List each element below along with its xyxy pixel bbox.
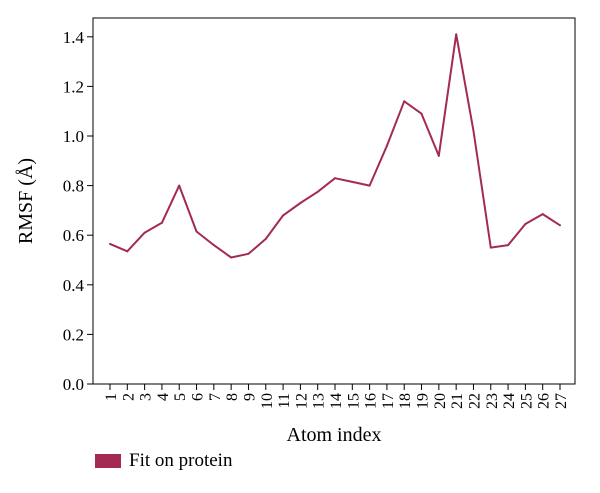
data-point — [334, 177, 336, 180]
y-tick-label: 0.6 — [63, 226, 84, 245]
x-axis: 1 2 3 4 5 6 7 8 9 10 11 12 13 14 15 16 17 18 19 20 21 22 23 24 2… — [103, 384, 570, 409]
x-tick-label: 26 — [536, 393, 553, 409]
data-point — [109, 242, 111, 245]
data-point — [247, 252, 250, 255]
data-point — [541, 213, 544, 216]
x-tick-label: 21 — [449, 393, 466, 409]
x-tick-label: 8 — [224, 393, 241, 401]
x-tick-label: 22 — [466, 393, 483, 409]
x-tick-label: 23 — [484, 393, 501, 409]
x-tick-label: 5 — [172, 393, 189, 401]
data-point — [403, 100, 406, 103]
x-tick-label: 11 — [276, 393, 293, 408]
data-point — [282, 214, 285, 217]
data-point — [299, 201, 302, 204]
x-axis-label: Atom index — [287, 424, 382, 446]
x-tick-label: 24 — [501, 393, 518, 409]
legend-swatch — [95, 454, 121, 468]
y-tick-label: 1.0 — [63, 127, 84, 146]
y-tick-label: 0.2 — [63, 325, 84, 344]
x-tick-label: 10 — [259, 393, 276, 409]
x-tick-label: 2 — [120, 393, 137, 401]
data-point — [385, 144, 388, 147]
data-point — [524, 223, 527, 226]
series-line — [109, 33, 561, 259]
x-tick-label: 9 — [241, 393, 258, 401]
y-axis: 0.0 0.2 0.4 0.6 0.8 1.0 1.2 1.4 — [63, 28, 93, 394]
data-point — [212, 244, 215, 247]
series-layer — [109, 33, 561, 259]
x-tick-label: 17 — [380, 393, 397, 409]
data-point — [264, 237, 267, 240]
data-point — [160, 221, 163, 224]
x-tick-label: 16 — [363, 393, 380, 409]
data-point — [368, 184, 371, 187]
data-point — [420, 112, 423, 115]
x-tick-label: 13 — [311, 393, 328, 409]
y-tick-label: 0.0 — [63, 375, 84, 394]
y-tick-label: 1.2 — [63, 77, 84, 96]
data-point — [178, 184, 181, 187]
x-tick-label: 4 — [155, 393, 172, 401]
x-tick-label: 1 — [103, 393, 120, 401]
y-axis-label: RMSF (Å) — [15, 158, 37, 244]
legend-label: Fit on protein — [129, 450, 233, 471]
data-point — [126, 250, 129, 253]
plot-frame — [92, 17, 576, 385]
data-point — [230, 256, 233, 259]
x-tick-label: 6 — [190, 393, 207, 401]
data-point — [437, 154, 440, 157]
x-tick-label: 7 — [207, 393, 224, 401]
data-point — [472, 130, 475, 133]
data-point — [507, 244, 510, 247]
y-tick-label: 0.4 — [63, 276, 85, 295]
x-tick-label: 20 — [432, 393, 449, 409]
data-point — [195, 230, 198, 233]
y-tick-label: 0.8 — [63, 177, 84, 196]
x-tick-label: 27 — [553, 393, 570, 409]
x-tick-label: 14 — [328, 393, 345, 409]
x-tick-label: 19 — [415, 393, 432, 409]
data-point — [559, 224, 561, 227]
data-point — [489, 246, 492, 249]
x-tick-label: 18 — [397, 393, 414, 409]
data-point — [316, 190, 319, 193]
data-point — [351, 180, 354, 183]
data-point — [143, 231, 146, 234]
x-tick-label: 15 — [345, 393, 362, 409]
x-tick-label: 25 — [518, 393, 535, 409]
data-point — [455, 33, 458, 36]
x-tick-label: 12 — [293, 393, 310, 409]
y-tick-label: 1.4 — [63, 28, 85, 47]
legend: Fit on protein — [95, 450, 232, 472]
x-tick-label: 3 — [138, 393, 155, 401]
